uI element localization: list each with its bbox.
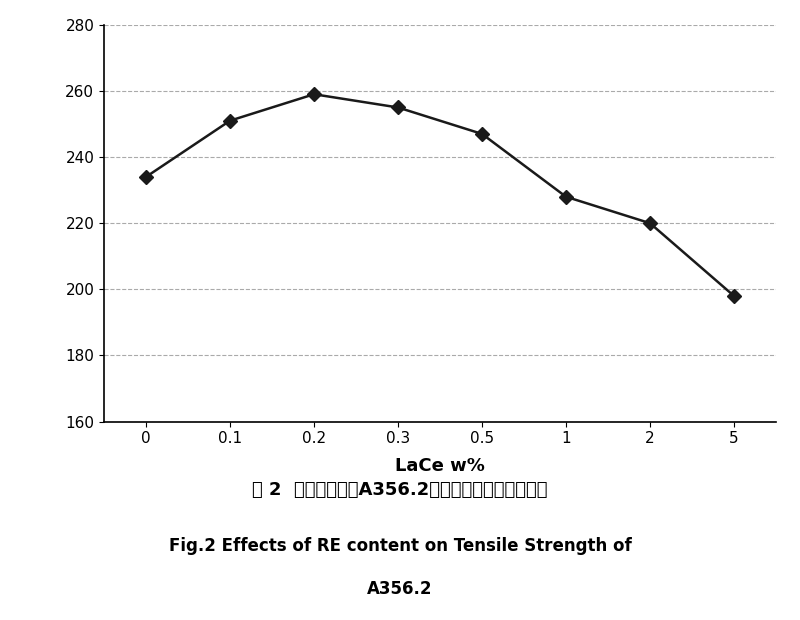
Text: Fig.2 Effects of RE content on Tensile Strength of: Fig.2 Effects of RE content on Tensile S… xyxy=(169,536,631,555)
Text: 图 2  稀土加入量对A356.2铝合金抗拉强度的影响。: 图 2 稀土加入量对A356.2铝合金抗拉强度的影响。 xyxy=(252,480,548,499)
Text: A356.2: A356.2 xyxy=(367,580,433,598)
X-axis label: LaCe w%: LaCe w% xyxy=(395,458,485,476)
